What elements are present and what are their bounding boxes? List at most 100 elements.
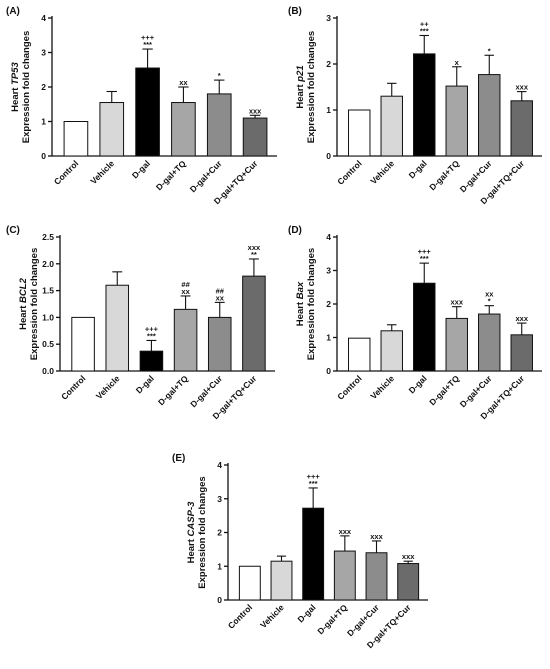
significance-label: xxx [249, 106, 262, 115]
category-label: Vehicle [368, 373, 396, 401]
y-axis-subtitle: Expression fold changes [29, 248, 40, 360]
significance-label: ## [216, 286, 225, 295]
bar-vehicle [380, 330, 403, 372]
significance-label: *** [420, 254, 429, 263]
bar-d-gal-tq-cur [510, 334, 533, 372]
bar-d-gal [302, 507, 325, 601]
y-tick-label: 1 [217, 561, 222, 571]
y-tick-label: 2.5 [42, 232, 54, 242]
bar-d-gal-tq [173, 308, 198, 372]
y-axis-subtitle: Expression fold changes [306, 248, 317, 360]
y-tick-label: 0 [326, 366, 331, 376]
panel-label: (B) [288, 6, 302, 17]
category-label: D-gal+TQ [154, 158, 188, 192]
category-label: D-gal+TQ [427, 373, 461, 407]
y-axis-title: Heart BCL2 [18, 277, 29, 329]
bar-d-gal-cur [206, 93, 232, 157]
bar-d-gal-tq [333, 550, 356, 601]
significance-label: xxx [515, 83, 528, 92]
y-tick-label: 0.5 [42, 339, 54, 349]
bar-d-gal [413, 53, 436, 157]
significance-label: *** [143, 40, 152, 49]
y-tick-label: 1.0 [42, 312, 54, 322]
significance-label: ** [251, 250, 257, 259]
category-label: D-gal [130, 158, 152, 180]
bar-vehicle [380, 95, 403, 157]
y-axis-subtitle: Expression fold changes [197, 476, 208, 588]
significance-label: +++ [307, 472, 321, 481]
significance-label: xxx [450, 298, 463, 307]
chart-panel-5: (E) 0 1 2 3 4 Heart CASP-3 Expression fold chan… [172, 453, 428, 650]
chart-panel-4: (D) 0 1 2 3 4 Heart Bax Expression fold changes… [288, 225, 542, 421]
bar-vehicle [270, 560, 293, 601]
category-label: Control [335, 158, 363, 186]
category-label: D-gal+Cur [188, 158, 224, 194]
significance-label: xx [485, 290, 494, 299]
significance-label: xxx [402, 552, 415, 561]
y-axis-subtitle: Expression fold changes [21, 31, 32, 143]
bar-d-gal-cur [478, 74, 501, 157]
category-label: D-gal+TQ [156, 373, 190, 407]
significance-label: xx [216, 293, 225, 302]
bar-control [348, 337, 371, 372]
y-tick-label: 4 [41, 13, 46, 23]
y-tick-label: 2 [217, 528, 222, 538]
panel-label: (A) [6, 6, 20, 17]
bar-d-gal-cur [478, 313, 501, 372]
y-tick-label: 1 [326, 333, 331, 343]
y-axis-title: Heart p21 [295, 65, 306, 108]
category-label: Vehicle [94, 373, 122, 401]
bar-d-gal-tq-cur [242, 275, 266, 372]
y-tick-label: 3 [326, 266, 331, 276]
y-tick-label: 0 [41, 151, 46, 161]
bar-d-gal-tq-cur [242, 117, 268, 157]
panel-label: (D) [288, 225, 302, 236]
y-axis-subtitle: Expression fold changes [306, 31, 317, 143]
category-label: D-gal [295, 602, 317, 624]
category-label: Control [335, 373, 363, 401]
y-tick-label: 0 [217, 595, 222, 605]
bar-vehicle [105, 284, 130, 372]
y-tick-label: 4 [217, 460, 222, 470]
significance-label: ++ [420, 19, 429, 28]
significance-label: +++ [145, 324, 159, 333]
category-label: D-gal+Cur [188, 373, 224, 409]
bar-control [71, 316, 95, 372]
y-tick-label: 2 [326, 59, 331, 69]
y-axis-title: Heart Bax [295, 281, 306, 326]
significance-label: xx [181, 287, 190, 296]
significance-label: +++ [418, 247, 432, 256]
bar-d-gal-tq-cur [510, 100, 533, 157]
y-tick-label: 3 [217, 494, 222, 504]
bar-d-gal-cur [207, 316, 232, 372]
bar-control [348, 109, 371, 157]
y-tick-label: 1 [41, 117, 46, 127]
bar-control [238, 565, 261, 601]
significance-label: xx [179, 78, 188, 87]
bar-d-gal-tq [445, 317, 468, 372]
bar-d-gal [135, 67, 160, 157]
bar-d-gal-tq [445, 85, 468, 157]
panel-label: (C) [6, 225, 20, 236]
significance-label: *** [420, 26, 429, 35]
bar-control [63, 121, 89, 157]
category-label: Control [52, 158, 80, 186]
category-label: Control [59, 373, 87, 401]
significance-label: *** [309, 479, 318, 488]
significance-label: *** [147, 331, 156, 340]
bar-d-gal-tq [171, 102, 196, 157]
y-tick-label: 2.0 [42, 259, 54, 269]
chart-panel-2: (B) 0 1 2 3 Heart p21 Expression fold changes C… [288, 6, 542, 206]
y-tick-label: 0 [326, 151, 331, 161]
y-tick-label: 2 [326, 299, 331, 309]
y-axis-title: Heart TP53 [10, 61, 21, 111]
y-tick-label: 1 [326, 105, 331, 115]
significance-label: xxx [370, 532, 383, 541]
category-label: Vehicle [258, 602, 286, 630]
category-label: D-gal [407, 373, 429, 395]
bar-d-gal-tq-cur [397, 563, 420, 601]
significance-label: xxx [515, 314, 528, 323]
bar-d-gal [413, 282, 436, 372]
significance-label: * [488, 297, 491, 306]
